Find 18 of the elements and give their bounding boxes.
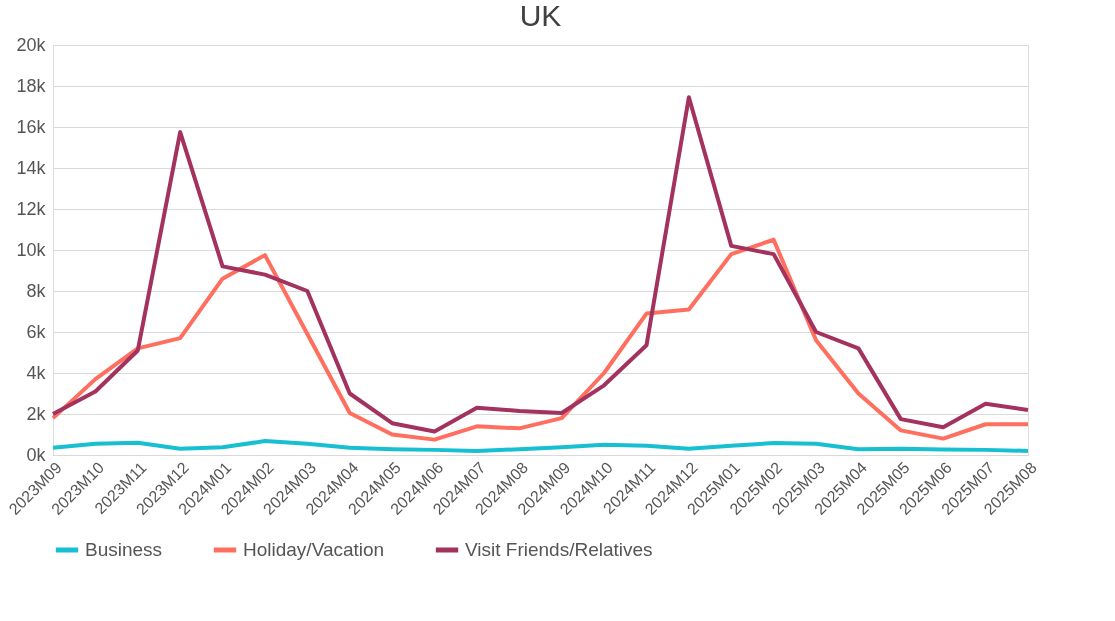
y-tick-label: 12k bbox=[16, 198, 47, 219]
y-tick-label: 14k bbox=[16, 157, 47, 178]
chart-title: UK bbox=[519, 0, 562, 32]
y-tick-label: 0k bbox=[26, 444, 47, 465]
y-tick-label: 6k bbox=[26, 321, 47, 342]
y-tick-label: 18k bbox=[16, 75, 47, 96]
legend-label: Visit Friends/Relatives bbox=[465, 539, 653, 560]
y-tick-label: 8k bbox=[26, 280, 47, 301]
y-tick-label: 10k bbox=[16, 239, 47, 260]
line-series bbox=[51, 95, 1030, 434]
y-tick-label: 16k bbox=[16, 116, 47, 137]
line-series bbox=[51, 439, 1030, 453]
y-tick-label: 20k bbox=[16, 34, 47, 55]
y-tick-label: 4k bbox=[26, 362, 47, 383]
line-series bbox=[51, 237, 1030, 442]
y-tick-label: 2k bbox=[26, 403, 47, 424]
legend-label: Holiday/Vacation bbox=[243, 539, 385, 560]
legend-label: Business bbox=[85, 539, 163, 560]
